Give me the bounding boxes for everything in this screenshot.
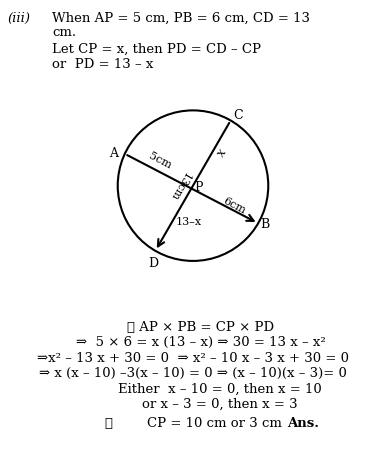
Text: 6cm: 6cm [222, 196, 247, 216]
Text: 5cm: 5cm [147, 151, 173, 171]
Text: B: B [261, 218, 270, 231]
Text: 13–x: 13–x [176, 217, 202, 227]
Text: ⇒ x (x – 10) –3(x – 10) = 0 ⇒ (x – 10)(x – 3)= 0: ⇒ x (x – 10) –3(x – 10) = 0 ⇒ (x – 10)(x… [39, 367, 347, 380]
Text: CP = 10 cm or 3 cm: CP = 10 cm or 3 cm [147, 417, 286, 430]
Text: P: P [194, 180, 203, 194]
Text: or  PD = 13 – x: or PD = 13 – x [52, 58, 154, 71]
Text: A: A [109, 147, 118, 160]
Text: (iii): (iii) [8, 12, 31, 25]
Text: ∴ AP × PB = CP × PD: ∴ AP × PB = CP × PD [127, 321, 274, 334]
Text: Ans.: Ans. [287, 417, 319, 430]
Text: 13cm: 13cm [168, 170, 191, 202]
Text: cm.: cm. [52, 26, 76, 39]
Text: x: x [213, 146, 228, 158]
Text: D: D [148, 258, 159, 271]
Text: Let CP = x, then PD = CD – CP: Let CP = x, then PD = CD – CP [52, 42, 261, 55]
Text: C: C [233, 109, 242, 122]
Text: or x – 3 = 0, then x = 3: or x – 3 = 0, then x = 3 [142, 398, 298, 411]
Text: ∴: ∴ [104, 417, 112, 430]
Text: When AP = 5 cm, PB = 6 cm, CD = 13: When AP = 5 cm, PB = 6 cm, CD = 13 [52, 12, 310, 25]
Text: ⇒  5 × 6 = x (13 – x) ⇒ 30 = 13 x – x²: ⇒ 5 × 6 = x (13 – x) ⇒ 30 = 13 x – x² [76, 336, 326, 349]
Text: ⇒x² – 13 x + 30 = 0  ⇒ x² – 10 x – 3 x + 30 = 0: ⇒x² – 13 x + 30 = 0 ⇒ x² – 10 x – 3 x + … [37, 352, 349, 365]
Text: Either  x – 10 = 0, then x = 10: Either x – 10 = 0, then x = 10 [118, 383, 322, 396]
